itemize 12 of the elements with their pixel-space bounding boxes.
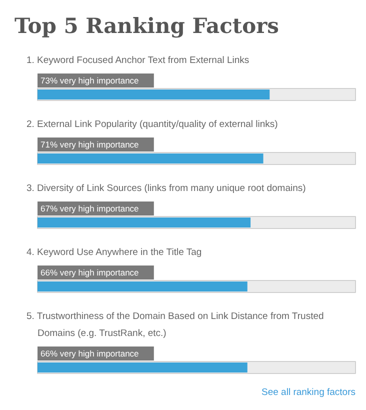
y-tick-label: 1. Keyword Focused Anchor Text from External Links — [26, 55, 250, 66]
chart-title: Top 5 Ranking Factors — [14, 13, 279, 38]
data-label: 67% very high importance — [40, 204, 140, 214]
text: See all ranking factors — [262, 387, 356, 398]
data-label: 66% very high importance — [40, 348, 140, 358]
y-tick-label: 5. Trustworthiness of the Domain Based on Link Distance from Trusted Domains (e.g. TrustRank, etc.) — [26, 311, 324, 339]
y-tick-label: 2. External Link Popularity (quantity/quality of external links) — [26, 119, 278, 130]
data-label: 71% very high importance — [40, 140, 140, 150]
data-label: 66% very high importance — [40, 268, 140, 278]
y-tick-label: 4. Keyword Use Anywhere in the Title Tag — [26, 247, 202, 258]
y-tick-label: 3. Diversity of Link Sources (links from many unique root domains) — [26, 183, 306, 194]
data-label: 73% very high importance — [40, 76, 140, 86]
